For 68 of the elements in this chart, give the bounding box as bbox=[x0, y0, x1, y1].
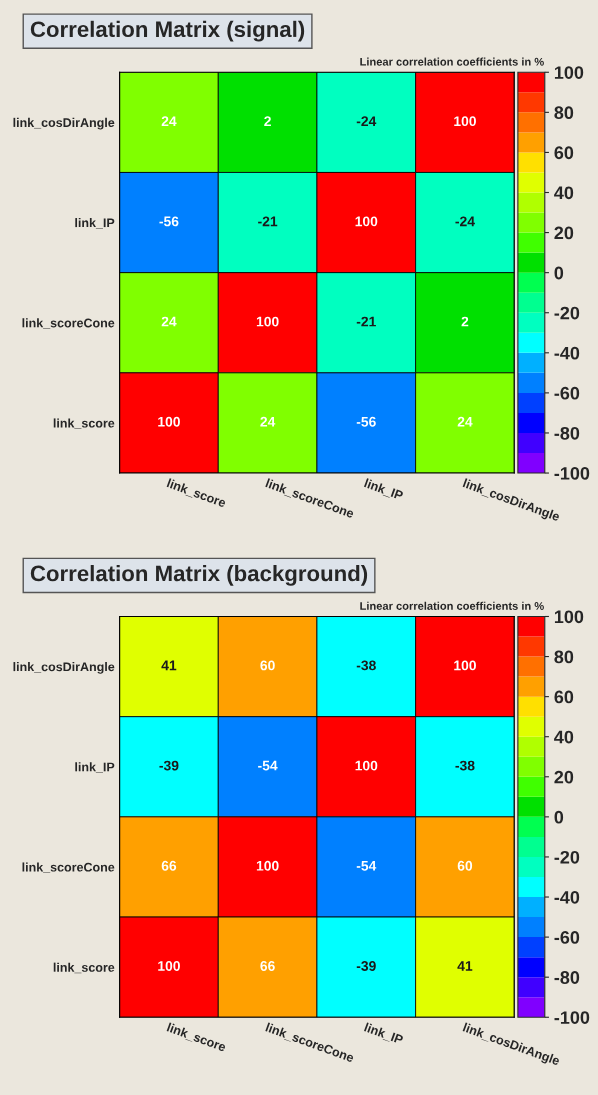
data-label: 24 bbox=[260, 416, 276, 427]
y-tick-label: link_scoreCone bbox=[22, 862, 115, 874]
data-label: 41 bbox=[161, 660, 177, 671]
x-tick-label: link_IP bbox=[363, 478, 404, 502]
data-label: 66 bbox=[161, 860, 177, 871]
color-bar-label: 100 bbox=[554, 610, 584, 624]
data-label: -39 bbox=[159, 760, 179, 771]
color-bar-label: 0 bbox=[554, 810, 564, 824]
color-bar-label: -60 bbox=[554, 931, 580, 944]
data-label: -21 bbox=[258, 216, 278, 227]
data-label: 100 bbox=[158, 416, 180, 427]
color-bar-label: 20 bbox=[554, 226, 574, 240]
data-label: -56 bbox=[159, 216, 179, 227]
data-label: -54 bbox=[356, 861, 377, 871]
x-tick-label: link_IP bbox=[363, 1022, 404, 1046]
data-label: 100 bbox=[454, 116, 476, 127]
color-bar-label: -80 bbox=[554, 426, 580, 440]
y-tick-label: link_scoreCone bbox=[22, 318, 115, 329]
data-label: 100 bbox=[454, 660, 476, 671]
color-bar-label: 40 bbox=[554, 730, 574, 744]
color-bar-label: 80 bbox=[554, 106, 574, 120]
data-label: 24 bbox=[161, 116, 177, 126]
y-tick-label: link_score bbox=[53, 418, 115, 429]
data-label: 60 bbox=[457, 860, 473, 871]
data-label: 24 bbox=[161, 316, 177, 327]
chart-title: Correlation Matrix (signal) bbox=[30, 20, 305, 42]
color-bar-label: -40 bbox=[554, 890, 580, 904]
color-bar-label: 40 bbox=[554, 186, 574, 200]
color-bar-label: 80 bbox=[554, 650, 574, 664]
color-bar-label: -20 bbox=[554, 850, 580, 864]
color-bar-label: 100 bbox=[554, 66, 584, 79]
color-bar-label: -40 bbox=[554, 346, 580, 360]
data-label: 100 bbox=[355, 760, 378, 771]
data-label: -21 bbox=[356, 316, 376, 327]
color-bar-label: -100 bbox=[554, 1011, 590, 1024]
data-label: 100 bbox=[256, 860, 279, 871]
color-bar-label: 0 bbox=[554, 266, 564, 280]
color-bar-label: 60 bbox=[554, 146, 574, 160]
y-tick-label: link_score bbox=[53, 962, 115, 974]
data-label: 2 bbox=[264, 116, 271, 126]
color-bar-label: 20 bbox=[554, 770, 574, 784]
data-label: -39 bbox=[356, 961, 376, 971]
chart-subtitle: Linear correlation coefficients in % bbox=[360, 601, 544, 610]
color-bar-label: -100 bbox=[554, 466, 590, 480]
data-label: -38 bbox=[455, 760, 475, 771]
color-bar-label: -60 bbox=[554, 386, 580, 400]
data-label: 60 bbox=[260, 660, 275, 671]
color-bar-label: -20 bbox=[554, 306, 580, 320]
y-tick-label: link_IP bbox=[75, 762, 115, 773]
data-label: 2 bbox=[461, 316, 469, 327]
data-label: -38 bbox=[356, 660, 376, 671]
y-tick-label: link_IP bbox=[75, 218, 115, 229]
data-label: 100 bbox=[256, 316, 279, 327]
y-tick-label: link_cosDirAngle bbox=[13, 117, 115, 130]
data-label: -24 bbox=[455, 216, 475, 227]
data-label: -24 bbox=[356, 116, 377, 126]
data-label: 100 bbox=[355, 216, 378, 227]
color-bar-label: -80 bbox=[554, 971, 580, 984]
data-label: 66 bbox=[260, 961, 275, 971]
y-tick-label: link_cosDirAngle bbox=[13, 662, 115, 674]
chart-subtitle: Linear correlation coefficients in % bbox=[360, 57, 544, 66]
chart-title: Correlation Matrix (background) bbox=[30, 565, 368, 586]
data-label: 100 bbox=[158, 961, 180, 971]
data-label: -56 bbox=[356, 416, 376, 427]
data-label: 24 bbox=[457, 416, 473, 427]
data-label: -54 bbox=[258, 760, 278, 771]
data-label: 41 bbox=[457, 961, 473, 971]
color-bar-label: 60 bbox=[554, 690, 574, 704]
